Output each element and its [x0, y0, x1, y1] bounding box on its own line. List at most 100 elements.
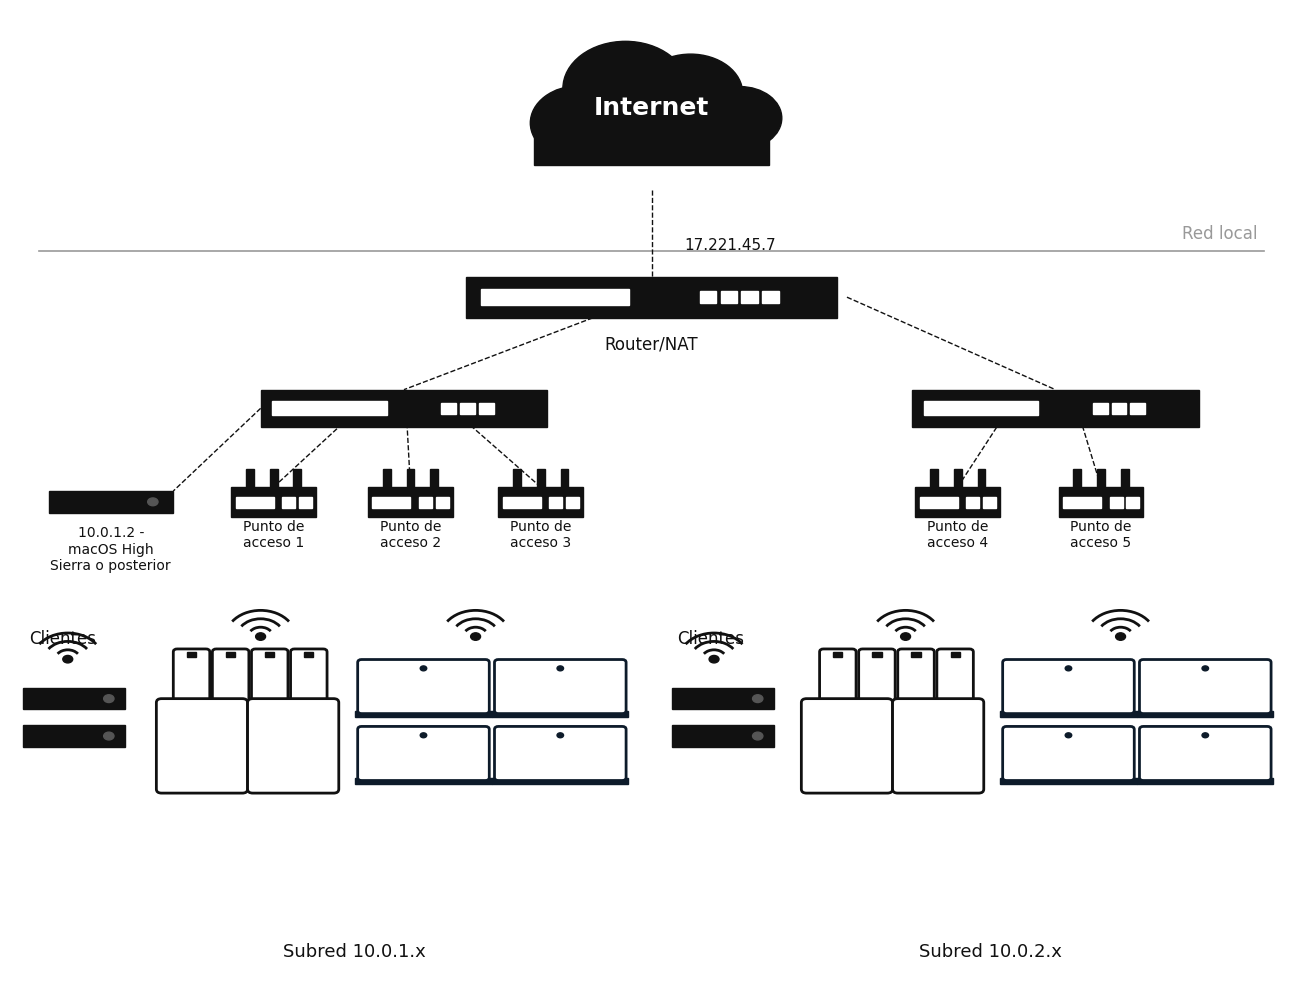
Circle shape	[900, 633, 911, 641]
Bar	[430, 469, 438, 487]
Bar	[912, 390, 1199, 427]
Circle shape	[1203, 666, 1209, 671]
Bar	[1001, 710, 1136, 717]
Bar	[442, 402, 456, 414]
Circle shape	[147, 498, 158, 506]
Circle shape	[753, 732, 762, 740]
Bar	[225, 651, 236, 657]
Bar	[672, 688, 774, 709]
Bar	[1121, 469, 1128, 487]
Text: Punto de
acceso 2: Punto de acceso 2	[379, 520, 442, 550]
Bar	[1074, 469, 1081, 487]
Bar	[356, 710, 491, 717]
Bar	[967, 497, 980, 508]
FancyBboxPatch shape	[156, 699, 248, 793]
FancyBboxPatch shape	[1003, 726, 1134, 780]
Bar	[246, 469, 254, 487]
Bar	[466, 277, 837, 318]
FancyBboxPatch shape	[893, 699, 984, 793]
Bar	[270, 469, 278, 487]
Bar	[272, 401, 387, 415]
Bar	[1126, 497, 1139, 508]
Ellipse shape	[623, 90, 706, 153]
Bar	[549, 497, 562, 508]
Bar	[1063, 497, 1101, 509]
Bar	[721, 291, 737, 303]
Text: Internet: Internet	[594, 96, 709, 120]
Bar	[1097, 469, 1105, 487]
Circle shape	[1066, 666, 1071, 671]
Bar	[281, 497, 294, 508]
Bar	[1138, 777, 1273, 784]
Bar	[186, 651, 197, 657]
Bar	[911, 651, 921, 657]
Bar	[481, 289, 629, 305]
Bar	[560, 469, 568, 487]
FancyBboxPatch shape	[495, 726, 625, 780]
Ellipse shape	[563, 41, 688, 136]
Circle shape	[556, 666, 563, 671]
Bar	[50, 491, 172, 513]
Ellipse shape	[530, 86, 629, 160]
FancyBboxPatch shape	[937, 649, 973, 708]
Bar	[356, 777, 491, 784]
Bar	[293, 469, 301, 487]
Bar	[930, 469, 938, 487]
Circle shape	[709, 655, 719, 663]
Bar	[513, 469, 521, 487]
Bar	[460, 402, 474, 414]
Bar	[924, 401, 1038, 415]
Bar	[741, 291, 758, 303]
Bar	[537, 469, 545, 487]
Bar	[265, 651, 275, 657]
Circle shape	[1203, 733, 1209, 738]
Circle shape	[1115, 633, 1126, 641]
Circle shape	[104, 732, 113, 740]
Bar	[367, 487, 453, 517]
Text: Subred 10.0.1.x: Subred 10.0.1.x	[283, 943, 426, 960]
Text: Punto de
acceso 5: Punto de acceso 5	[1070, 520, 1132, 550]
Circle shape	[556, 733, 563, 738]
Text: Punto de
acceso 3: Punto de acceso 3	[509, 520, 572, 550]
Bar	[950, 651, 960, 657]
Bar	[383, 469, 391, 487]
Bar	[435, 497, 448, 508]
Bar	[534, 109, 769, 164]
Circle shape	[420, 666, 427, 671]
Text: Punto de
acceso 1: Punto de acceso 1	[242, 520, 305, 550]
Circle shape	[104, 695, 113, 703]
Bar	[261, 390, 547, 427]
Bar	[498, 487, 582, 517]
Bar	[920, 497, 958, 509]
Text: 10.0.1.2 -
macOS High
Sierra o posterior: 10.0.1.2 - macOS High Sierra o posterior	[51, 526, 171, 573]
FancyBboxPatch shape	[859, 649, 895, 708]
FancyBboxPatch shape	[291, 649, 327, 708]
Bar	[762, 291, 779, 303]
Bar	[977, 469, 985, 487]
Text: 17.221.45.7: 17.221.45.7	[684, 238, 775, 254]
Bar	[566, 497, 579, 508]
Text: Punto de
acceso 4: Punto de acceso 4	[926, 520, 989, 550]
Bar	[700, 291, 717, 303]
Bar	[236, 497, 274, 509]
FancyBboxPatch shape	[248, 699, 339, 793]
FancyBboxPatch shape	[898, 649, 934, 708]
Text: Clientes: Clientes	[678, 630, 744, 647]
Bar	[232, 487, 317, 517]
FancyBboxPatch shape	[173, 649, 210, 708]
Bar	[672, 725, 774, 747]
Bar	[373, 497, 410, 509]
FancyBboxPatch shape	[357, 659, 490, 713]
Circle shape	[63, 655, 73, 663]
Bar	[23, 688, 125, 709]
Bar	[23, 725, 125, 747]
Bar	[1001, 777, 1136, 784]
Circle shape	[1066, 733, 1071, 738]
FancyBboxPatch shape	[251, 649, 288, 708]
Bar	[954, 469, 962, 487]
Circle shape	[420, 733, 427, 738]
Text: Subred 10.0.2.x: Subred 10.0.2.x	[919, 943, 1062, 960]
Bar	[872, 651, 882, 657]
Bar	[418, 497, 431, 508]
FancyBboxPatch shape	[212, 649, 249, 708]
